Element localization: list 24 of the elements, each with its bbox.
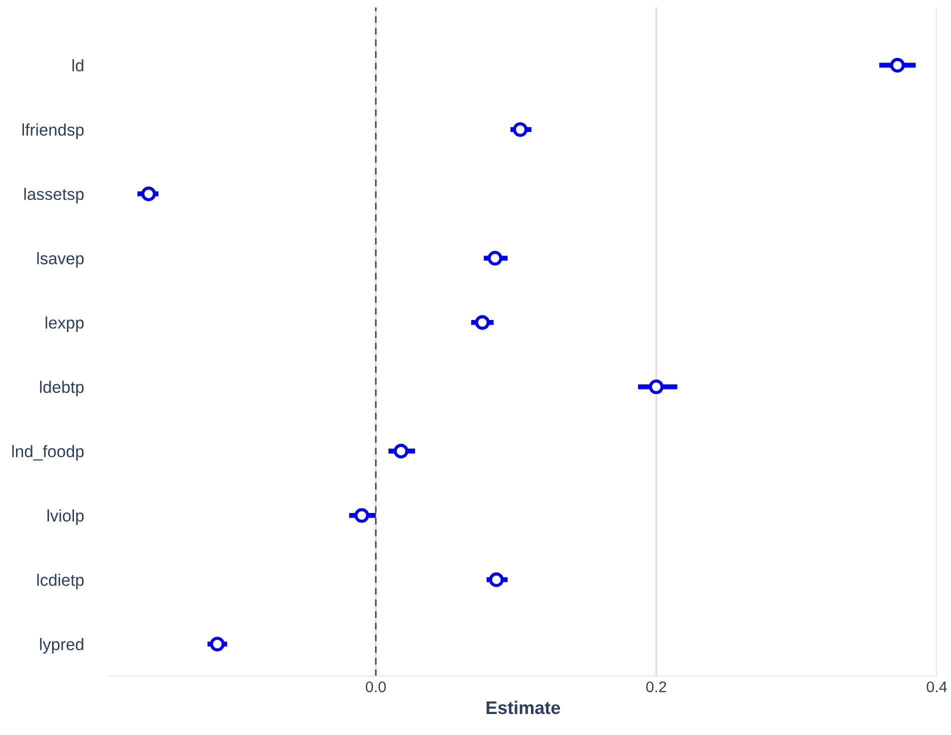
x-axis-title: Estimate <box>486 700 560 714</box>
y-tick-label: lnd_foodp <box>12 445 84 461</box>
point <box>648 379 664 394</box>
point <box>210 636 225 652</box>
x-tick-label: 0.0 <box>366 681 386 692</box>
y-tick-label: lfriendsp <box>22 124 84 140</box>
point <box>488 250 502 266</box>
y-tick-label: ld <box>72 59 84 72</box>
point <box>394 444 408 458</box>
point <box>141 186 156 202</box>
point <box>354 508 370 523</box>
y-tick-label: lassetsp <box>24 188 84 204</box>
y-tick-label: ldebtp <box>40 380 84 396</box>
point <box>512 122 528 137</box>
y-tick-label: lexpp <box>46 316 84 332</box>
x-tick-label: 0.2 <box>646 681 666 692</box>
y-tick-label: lcdietp <box>37 574 84 590</box>
point <box>489 572 504 588</box>
x-tick-label: 0.4 <box>926 681 947 692</box>
y-tick-label: lypred <box>40 638 84 654</box>
y-tick-label: lviolp <box>48 509 84 525</box>
point <box>890 58 905 73</box>
point <box>475 315 490 330</box>
y-tick-label: lsavep <box>37 252 84 268</box>
